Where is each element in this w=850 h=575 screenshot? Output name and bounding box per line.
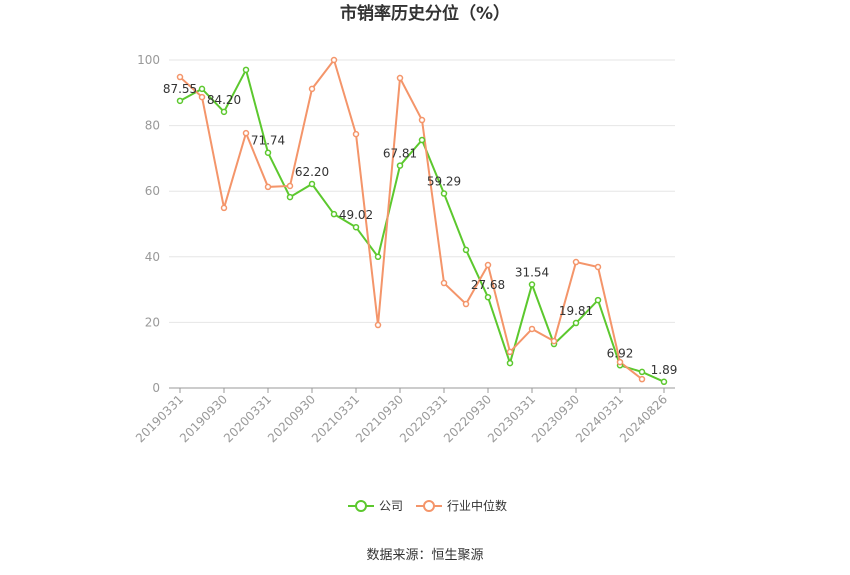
data-point (198, 85, 206, 93)
data-point (506, 359, 514, 367)
y-tick-label: 0 (152, 381, 160, 395)
data-point (638, 368, 646, 376)
data-point (396, 162, 404, 169)
data-label: 84.20 (207, 93, 241, 107)
series-line (179, 57, 643, 380)
data-point (220, 204, 228, 212)
data-point (374, 321, 382, 329)
legend-label: 公司 (379, 499, 403, 513)
data-label: 59.29 (427, 175, 461, 189)
y-tick-label: 100 (137, 53, 160, 67)
data-point (352, 130, 360, 138)
data-point (418, 116, 426, 124)
chart-title: 市销率历史分位（%） (340, 3, 510, 24)
data-point (528, 325, 536, 333)
data-point (286, 193, 294, 201)
data-point (330, 210, 338, 218)
data-label: 62.20 (295, 165, 329, 179)
data-point (594, 296, 602, 304)
data-label: 19.81 (559, 304, 593, 318)
data-point (572, 258, 580, 266)
data-label: 67.81 (383, 147, 417, 161)
data-point (594, 263, 602, 271)
data-point (506, 348, 514, 356)
data-point (242, 66, 250, 74)
data-point (484, 261, 492, 269)
data-point (396, 74, 404, 82)
data-label: 27.68 (471, 278, 505, 292)
data-point (198, 93, 206, 101)
data-point (462, 300, 470, 308)
data-point (264, 183, 272, 191)
data-point (330, 56, 338, 64)
data-point (176, 97, 184, 105)
source: 数据来源：恒生聚源 (366, 548, 483, 563)
x-tick-label: 20240826 (617, 392, 670, 445)
legend-marker (423, 500, 435, 512)
data-point (264, 149, 272, 156)
data-point (286, 182, 294, 190)
data-point (308, 180, 316, 188)
data-point (440, 279, 448, 287)
legend-label: 行业中位数 (447, 498, 507, 513)
series-line (179, 67, 665, 383)
data-label: 71.74 (251, 134, 285, 148)
data-label: 87.55 (163, 82, 197, 96)
data-point (352, 223, 360, 231)
data-point (176, 73, 184, 81)
y-tick-label: 60 (145, 184, 160, 198)
legend-marker (355, 500, 367, 512)
data-point (572, 319, 580, 327)
data-point (462, 246, 470, 254)
data-point (242, 129, 250, 137)
data-label: 1.89 (651, 363, 678, 377)
data-point (484, 293, 492, 301)
data-point (638, 375, 646, 383)
data-point (308, 85, 316, 93)
data-point (550, 337, 558, 345)
data-point (440, 190, 448, 197)
data-point (220, 108, 228, 116)
data-label: 49.02 (339, 208, 373, 222)
data-point (616, 358, 624, 366)
data-point (660, 378, 668, 386)
data-label: 6.92 (607, 346, 634, 360)
y-tick-label: 20 (145, 315, 160, 329)
y-tick-label: 40 (145, 250, 160, 264)
data-label: 31.54 (515, 266, 549, 280)
data-point (418, 136, 426, 144)
data-point (528, 281, 536, 288)
y-tick-label: 80 (145, 119, 160, 133)
data-point (374, 253, 382, 261)
